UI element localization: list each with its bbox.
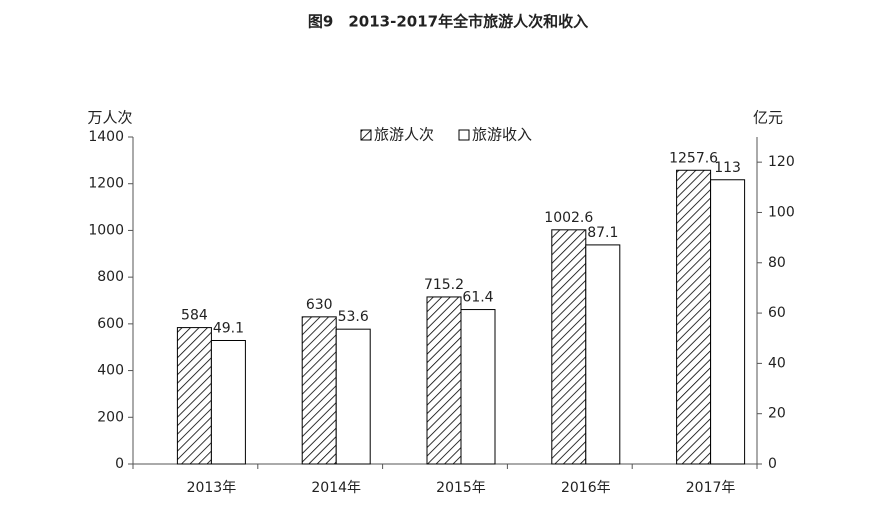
x-tick-label: 2016年 — [561, 480, 611, 496]
bar — [676, 169, 712, 465]
legend-label: 旅游收入 — [472, 126, 532, 144]
x-tick-label: 2014年 — [311, 480, 361, 496]
chart-title: 图9 2013-2017年全市旅游人次和收入 — [308, 13, 588, 31]
y-axis-label: 万人次 — [87, 109, 132, 127]
y-tick-label: 400 — [97, 363, 124, 379]
value-label: 584 — [181, 308, 208, 324]
value-label: 715.2 — [424, 277, 464, 293]
x-tick-label: 2015年 — [436, 480, 486, 496]
bar — [460, 309, 496, 465]
y2-axis-label: 亿元 — [753, 109, 783, 127]
bar — [426, 296, 462, 465]
legend-swatch — [360, 129, 372, 141]
y-tick-label: 600 — [97, 316, 124, 332]
value-label: 49.1 — [213, 320, 244, 336]
y2-tick-label: 120 — [768, 154, 795, 170]
bar — [710, 179, 746, 465]
bar — [301, 316, 337, 465]
y-tick-label: 200 — [97, 409, 124, 425]
y2-tick-label: 40 — [768, 355, 786, 371]
y2-tick-label: 100 — [768, 204, 795, 220]
bar — [210, 339, 246, 465]
value-label: 87.1 — [587, 225, 618, 241]
y2-tick-label: 20 — [768, 406, 786, 422]
y2-tick-label: 0 — [768, 456, 777, 472]
x-tick-label: 2017年 — [686, 480, 736, 496]
legend-label: 旅游人次 — [374, 126, 434, 144]
y-tick-label: 1400 — [88, 129, 124, 145]
y-tick-label: 1000 — [88, 222, 124, 238]
value-label: 630 — [306, 297, 333, 313]
y2-tick-label: 60 — [768, 305, 786, 321]
value-label: 61.4 — [462, 290, 493, 306]
value-label: 1257.6 — [669, 150, 718, 166]
y2-tick-label: 80 — [768, 255, 786, 271]
bar — [585, 244, 621, 465]
bar — [335, 328, 371, 465]
value-label: 1002.6 — [544, 210, 593, 226]
bar — [551, 229, 587, 465]
bar — [176, 327, 212, 465]
x-tick-label: 2013年 — [187, 480, 237, 496]
value-label: 53.6 — [338, 309, 369, 325]
y-tick-label: 1200 — [88, 176, 124, 192]
y-tick-label: 0 — [115, 456, 124, 472]
y-tick-label: 800 — [97, 269, 124, 285]
legend-swatch — [458, 129, 470, 141]
value-label: 113 — [714, 160, 741, 176]
